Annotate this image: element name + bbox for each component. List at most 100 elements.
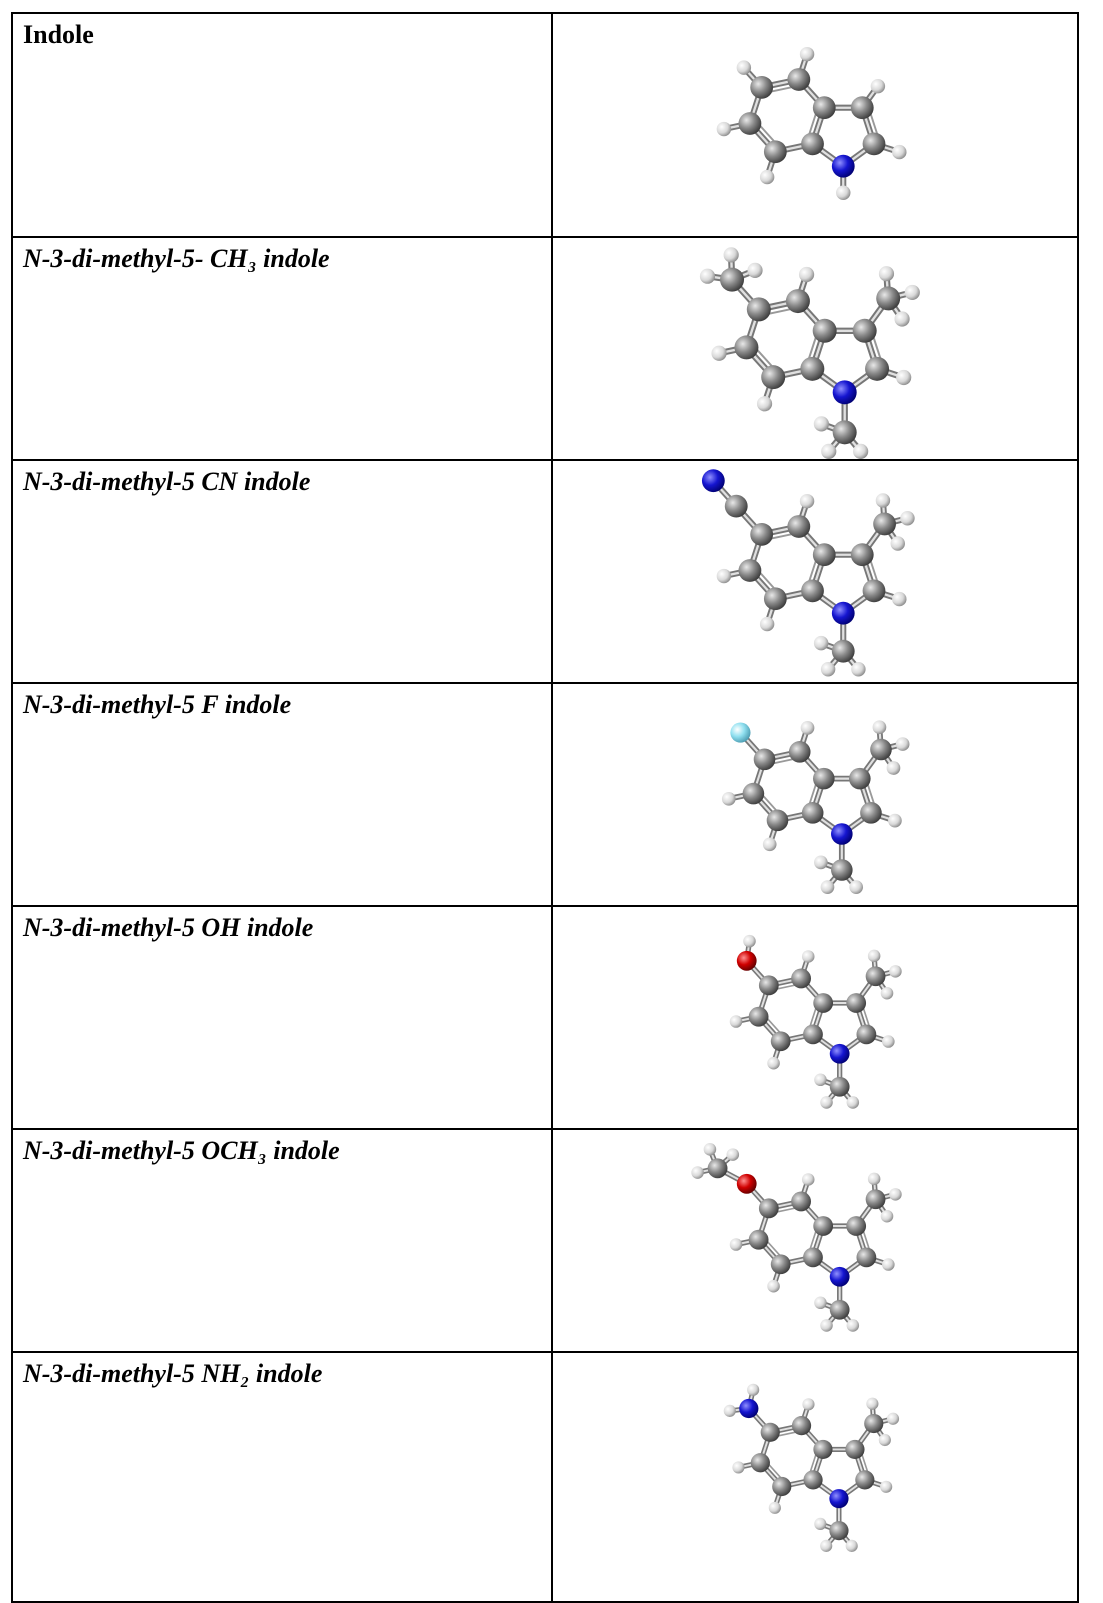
atom xyxy=(743,935,756,948)
atom xyxy=(830,1267,850,1287)
atom xyxy=(846,993,866,1013)
atom xyxy=(771,1031,791,1051)
atom xyxy=(847,1319,860,1332)
atom xyxy=(851,662,865,676)
atom xyxy=(871,79,885,93)
atom xyxy=(892,145,906,159)
atom xyxy=(870,739,892,761)
atom xyxy=(767,810,789,832)
atom xyxy=(889,1188,902,1201)
atom xyxy=(802,1173,815,1186)
atom xyxy=(866,1398,878,1410)
atom xyxy=(801,132,824,155)
atom xyxy=(833,420,857,444)
atom xyxy=(832,602,855,625)
atom xyxy=(866,1189,886,1209)
atom xyxy=(860,802,882,824)
atom xyxy=(831,859,853,881)
molecule xyxy=(553,907,1079,1129)
atom xyxy=(876,493,890,507)
atom xyxy=(814,1296,827,1309)
atom xyxy=(801,579,824,602)
atom xyxy=(730,723,750,743)
atom xyxy=(717,122,731,136)
atom xyxy=(813,319,837,343)
atom xyxy=(864,1414,883,1433)
atom xyxy=(879,1434,891,1446)
atom xyxy=(750,76,773,99)
atom xyxy=(724,1405,736,1417)
atom xyxy=(896,370,911,385)
atom xyxy=(814,636,828,650)
atom xyxy=(704,1143,717,1156)
atom xyxy=(868,950,881,963)
atom xyxy=(814,416,829,431)
atom xyxy=(792,1416,811,1435)
atom xyxy=(759,1198,779,1218)
atom xyxy=(868,1173,881,1186)
molecule xyxy=(553,1353,1079,1575)
atom xyxy=(761,1423,780,1442)
atom xyxy=(727,1148,740,1161)
atom xyxy=(702,469,725,492)
atom xyxy=(873,720,887,734)
compound-name: Indole xyxy=(23,20,94,50)
table-row: N-3-di-methyl-5 OH indole xyxy=(11,905,1079,1128)
atom xyxy=(708,1158,728,1178)
atom xyxy=(881,1210,894,1223)
atom xyxy=(829,1521,848,1540)
atom xyxy=(830,1300,850,1320)
atom xyxy=(856,1247,876,1267)
atom xyxy=(851,96,874,119)
atom xyxy=(813,768,835,790)
atom xyxy=(786,289,810,313)
atom xyxy=(767,1280,780,1293)
molecule xyxy=(553,461,1079,683)
atom xyxy=(800,47,814,61)
atom xyxy=(771,1254,791,1274)
atom xyxy=(863,132,886,155)
atom xyxy=(750,523,773,546)
atom xyxy=(749,1230,769,1250)
atom xyxy=(814,1518,826,1530)
atom xyxy=(759,975,779,995)
atom xyxy=(803,1024,823,1044)
atom xyxy=(855,1470,874,1489)
atom xyxy=(791,1192,811,1212)
atom xyxy=(830,1044,850,1064)
atom xyxy=(732,1461,744,1473)
atom xyxy=(700,269,715,284)
atom xyxy=(751,1453,770,1472)
atom xyxy=(831,823,853,845)
atom xyxy=(734,335,758,359)
atom xyxy=(737,60,751,74)
atom xyxy=(772,1477,791,1496)
atom xyxy=(737,951,757,971)
atom xyxy=(830,1077,850,1097)
atom xyxy=(802,950,815,963)
atom xyxy=(813,543,836,566)
atom xyxy=(739,559,762,582)
atom xyxy=(749,1007,769,1027)
atom xyxy=(894,311,909,326)
atom xyxy=(821,880,835,894)
atom xyxy=(803,1247,823,1267)
atom xyxy=(820,1319,833,1332)
compound-name: N-3-di-methyl-5 F indole xyxy=(23,690,291,720)
atom xyxy=(757,396,772,411)
atom xyxy=(743,783,765,805)
molecule xyxy=(553,14,1079,236)
atom xyxy=(800,494,814,508)
compound-name: N-3-di-methyl-5 CN indole xyxy=(23,467,310,497)
atom xyxy=(900,511,914,525)
atom xyxy=(849,880,863,894)
atom xyxy=(747,263,762,278)
atom xyxy=(821,444,836,459)
atom xyxy=(876,286,900,310)
molecule xyxy=(553,684,1079,906)
atom xyxy=(763,837,777,851)
atom xyxy=(803,1470,822,1489)
atom xyxy=(789,741,811,763)
compound-name: N-3-di-methyl-5- CH₃ indole xyxy=(23,244,330,274)
molecule xyxy=(553,1130,1079,1352)
